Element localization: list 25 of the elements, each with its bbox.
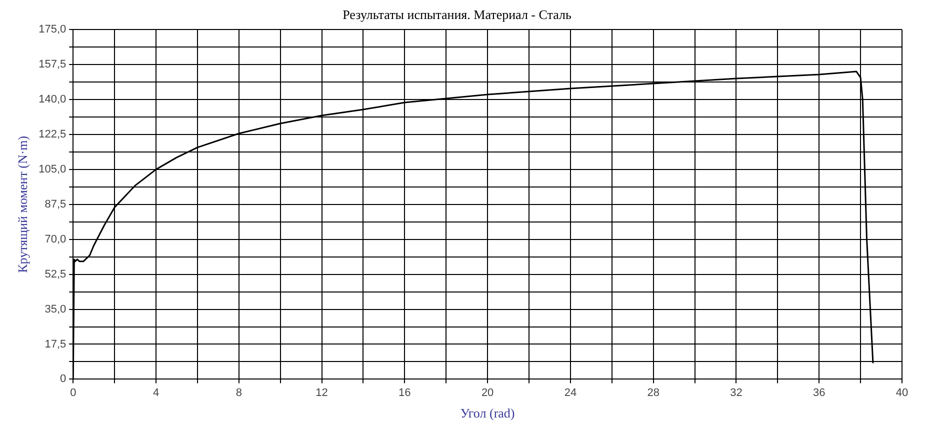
x-tick-label: 8 bbox=[236, 386, 242, 399]
x-tick-label: 20 bbox=[481, 386, 494, 399]
x-tick-label: 16 bbox=[398, 386, 411, 399]
y-tick-label: 122,5 bbox=[38, 128, 66, 141]
y-axis-title: Крутящий момент (N·m) bbox=[15, 136, 30, 273]
x-tick-label: 40 bbox=[896, 386, 908, 399]
y-tick-label: 0 bbox=[60, 373, 66, 386]
x-tick-label: 12 bbox=[316, 386, 328, 399]
y-tick-label: 35,0 bbox=[44, 303, 66, 316]
x-tick-label: 32 bbox=[730, 386, 742, 399]
y-tick-label: 70,0 bbox=[44, 233, 66, 246]
x-tick-label: 36 bbox=[812, 386, 826, 399]
x-tick-label: 24 bbox=[564, 386, 577, 399]
y-tick-label: 105,0 bbox=[38, 163, 66, 176]
y-tick-label: 157,5 bbox=[38, 58, 66, 71]
y-tick-label: 52,5 bbox=[44, 268, 66, 280]
x-tick-label: 0 bbox=[70, 386, 76, 399]
x-tick-label: 28 bbox=[647, 386, 660, 399]
chart-title: Результаты испытания. Материал - Сталь bbox=[342, 7, 572, 22]
x-axis-title: Угол (rad) bbox=[460, 406, 515, 421]
y-tick-label: 17,5 bbox=[44, 338, 66, 350]
y-tick-label: 87,5 bbox=[44, 198, 66, 210]
x-tick-label: 4 bbox=[152, 386, 160, 399]
y-tick-label: 175,0 bbox=[38, 24, 66, 36]
y-tick-label: 140,0 bbox=[38, 94, 66, 106]
